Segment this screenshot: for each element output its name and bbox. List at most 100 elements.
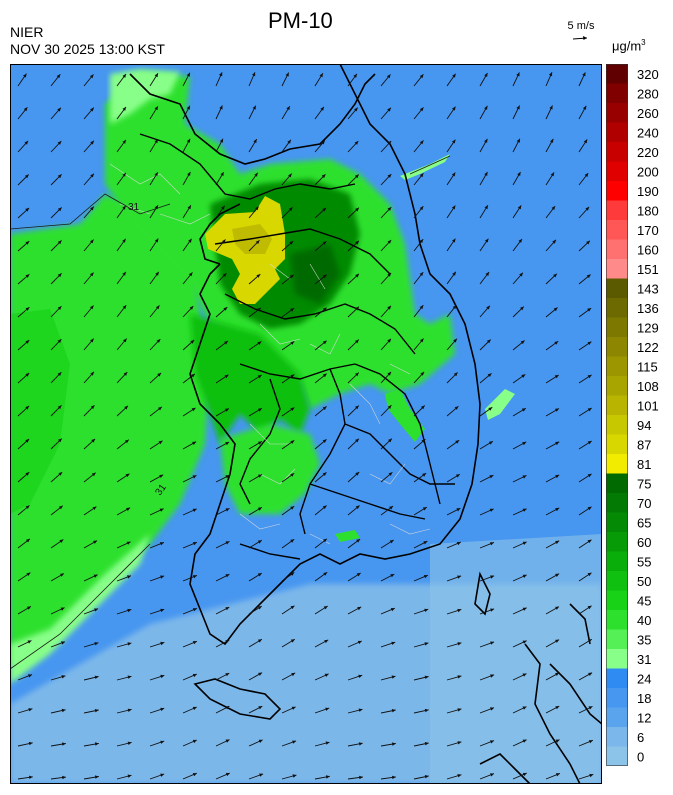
wind-arrow-head [358,742,363,746]
wind-arrow-head [160,608,165,613]
wind-arrow-head [94,608,99,612]
wind-arrow-head [487,373,492,377]
wind-arrow-head [582,105,587,110]
wind-arrow-head [484,73,488,77]
wind-arrow-head [25,307,30,311]
unit-label: μg/m3 [612,38,646,53]
wind-arrow-head [290,539,295,543]
wind-arrow-head [124,439,129,444]
wind-arrow-head [158,440,163,445]
wind-arrow-head [257,408,262,412]
wind-arrow-head [420,338,424,343]
wind-arrow-head [587,473,592,478]
wind-arrow-head [355,438,359,443]
wind-arrow-head [255,206,259,211]
wind-arrow-head [490,674,495,678]
wind-arrow-head [321,140,325,145]
wind-arrow-head [94,742,99,746]
wind-arrow-head [516,72,520,77]
legend-tick-label: 108 [637,379,659,394]
wind-arrow-head [521,408,526,412]
legend-tick-label: 0 [637,750,644,765]
wind-arrow-head [58,472,63,476]
wind-arrow-head [94,775,99,779]
wind-arrow-head [555,441,560,446]
legend-tick-label: 70 [637,496,651,511]
wind-arrow-head [91,472,96,477]
wind-arrow-head [127,741,132,745]
legend-tick-label: 75 [637,477,651,492]
wind-arrow-head [290,407,295,411]
wind-arrow-head [188,272,193,277]
wind-arrow-head [490,641,495,645]
wind-arrow-head [555,706,560,710]
wind-arrow-head [122,271,126,276]
wind-arrow-head [488,407,493,411]
wind-arrow-head [221,205,225,210]
forecast-timestamp: NOV 30 2025 13:00 KST [10,41,165,57]
wind-arrow-head [451,205,456,210]
wind-arrow-head [61,708,66,713]
wind-arrow-head [61,675,66,679]
wind-arrow-head [258,474,262,478]
wind-arrow-head [456,542,461,546]
wind-arrow-head [451,139,456,144]
wind-arrow-head [254,172,258,177]
wind-scale-arrow-icon [572,36,588,40]
wind-arrow-head [188,238,192,243]
legend-tick-label: 122 [637,340,659,355]
wind-arrow-head [517,172,521,176]
wind-arrow-head [587,506,592,511]
wind-arrow-head [258,706,263,710]
wind-arrow-head [322,274,327,279]
wind-arrow-head [522,739,527,743]
wind-arrow-head [192,542,197,546]
legend-swatch [606,473,628,494]
wind-arrow-head [457,774,462,778]
wind-arrow-head [160,773,165,777]
wind-arrow-head [355,240,359,245]
legend-swatch [606,512,628,533]
wind-arrow-head [387,141,392,145]
wind-arrow-head [484,172,488,176]
wind-arrow-head [225,574,230,578]
legend-swatch [606,161,628,182]
wind-arrow-head [419,140,424,145]
legend-swatch [606,688,628,708]
wind-arrow-head [122,74,126,78]
wind-arrow-head [291,706,296,710]
wind-arrow-head [258,441,262,445]
legend-tick-label: 220 [637,145,659,160]
wind-arrow-head [92,506,97,510]
wind-arrow-head [91,438,96,443]
wind-arrow-head [419,107,424,112]
legend-tick-label: 6 [637,730,644,745]
wind-arrow-head [484,105,488,110]
legend-swatch [606,551,628,572]
wind-arrow-head [520,306,524,311]
wind-arrow-head [159,542,164,546]
wind-arrow-head [521,374,526,378]
wind-arrow-head [89,305,94,310]
wind-arrow-head [94,642,99,646]
wind-arrow-head [522,640,527,644]
wind-arrow-head [551,206,556,210]
wind-arrow-head [59,539,64,543]
wind-arrow-head [355,405,359,410]
wind-arrow-head [154,73,158,78]
wind-arrow-head [354,107,358,112]
wind-arrow-head [159,474,164,478]
wind-arrow-head [290,473,295,477]
wind-arrow-head [27,640,32,644]
wind-arrow-head [57,339,62,343]
legend-tick-label: 180 [637,204,659,219]
wind-arrow-head [522,673,527,677]
wind-arrow-head [57,273,62,278]
wind-arrow-head [587,572,592,577]
wind-arrow-head [257,639,262,643]
wind-arrow-head [223,307,228,311]
wind-arrow-head [484,238,489,243]
wind-arrow-head [123,338,127,343]
wind-arrow-head [60,573,64,577]
wind-arrow-head [57,306,62,310]
